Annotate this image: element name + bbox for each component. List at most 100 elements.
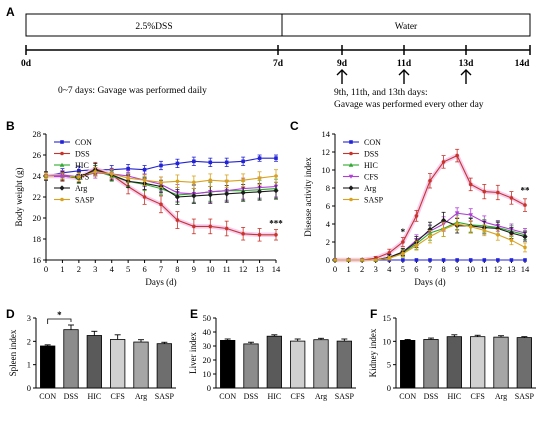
significance-marker: *** bbox=[269, 218, 283, 228]
x-tick-label: 7 bbox=[159, 264, 163, 274]
y-tick-label: 14 bbox=[322, 129, 331, 139]
data-point bbox=[522, 234, 528, 240]
legend-label: Arg bbox=[364, 184, 376, 193]
legend-label: CON bbox=[364, 138, 381, 147]
note-other-day-1: 9th, 11th, and 13th days: bbox=[334, 88, 428, 98]
data-point bbox=[175, 179, 180, 184]
x-tick-label: 8 bbox=[441, 264, 445, 274]
y-tick-label: 0 bbox=[387, 383, 391, 393]
y-tick-label: 30 bbox=[203, 341, 212, 351]
category-label: CFS bbox=[111, 392, 125, 401]
data-point bbox=[126, 166, 130, 171]
y-tick-label: 0 bbox=[326, 255, 330, 265]
data-point bbox=[455, 153, 459, 158]
bar-sasp bbox=[336, 340, 352, 389]
y-tick-label: 28 bbox=[33, 129, 42, 139]
y-tick-label: 3 bbox=[27, 313, 31, 323]
y-tick-label: 1 bbox=[27, 360, 31, 370]
data-point bbox=[440, 217, 447, 223]
panel-f-kidney-chart: 0 5 10 15 Kidney index CON DSS HIC CFS Arg SASP bbox=[368, 313, 536, 401]
y-tick-label: 10 bbox=[383, 336, 392, 346]
bar-arg bbox=[493, 336, 509, 389]
y-tick-label: 8 bbox=[326, 183, 330, 193]
category-label: SASP bbox=[515, 392, 535, 401]
x-tick-label: 13 bbox=[255, 264, 264, 274]
data-point bbox=[93, 170, 98, 174]
legend-marker bbox=[59, 185, 65, 191]
y-tick-label: 20 bbox=[33, 213, 42, 223]
phase-dss-label: 2.5%DSS bbox=[135, 22, 172, 32]
y-axis-title: Liver index bbox=[188, 332, 198, 374]
bar-hic bbox=[266, 335, 282, 389]
x-tick-label: 11 bbox=[223, 264, 231, 274]
phase-water-label: Water bbox=[395, 22, 418, 32]
y-tick-label: 10 bbox=[203, 369, 212, 379]
y-tick-label: 0 bbox=[27, 383, 31, 393]
data-point bbox=[174, 194, 181, 200]
x-tick-label: 9 bbox=[455, 264, 459, 274]
significance-marker: * bbox=[57, 310, 62, 320]
data-point bbox=[207, 192, 213, 198]
data-point bbox=[191, 193, 197, 199]
legend-marker bbox=[349, 197, 353, 202]
data-point bbox=[496, 233, 500, 237]
x-tick-label: 0 bbox=[44, 264, 48, 274]
data-point bbox=[401, 240, 405, 244]
day-label-9d: 9d bbox=[337, 59, 348, 69]
panel-letter-e: E bbox=[190, 307, 198, 321]
data-point bbox=[509, 258, 514, 262]
x-tick-label: 11 bbox=[480, 264, 488, 274]
x-tick-label: 5 bbox=[126, 264, 130, 274]
significance-marker: ** bbox=[521, 185, 531, 195]
data-point bbox=[468, 213, 474, 218]
y-tick-label: 22 bbox=[33, 192, 42, 202]
bar-cfs bbox=[470, 336, 486, 389]
day-label-7d: 7d bbox=[273, 59, 284, 69]
data-point bbox=[142, 195, 147, 199]
x-tick-label: 14 bbox=[521, 264, 530, 274]
legend-label: DSS bbox=[364, 150, 379, 159]
data-point bbox=[401, 258, 405, 262]
bar-dss bbox=[63, 329, 79, 389]
data-point bbox=[142, 178, 147, 182]
significance-marker: * bbox=[401, 227, 406, 237]
panel-letter-c: C bbox=[290, 119, 299, 133]
series-line-dss bbox=[335, 154, 526, 261]
x-tick-label: 10 bbox=[206, 264, 215, 274]
bar-hic bbox=[446, 336, 462, 389]
bar-dss bbox=[423, 339, 439, 389]
series-glow-dss bbox=[335, 153, 527, 263]
data-point bbox=[241, 231, 245, 236]
legend-marker bbox=[349, 151, 353, 156]
bar-con bbox=[220, 339, 236, 389]
data-point bbox=[192, 180, 196, 185]
data-point bbox=[387, 251, 392, 255]
legend-marker bbox=[60, 151, 64, 156]
data-point bbox=[126, 176, 130, 180]
data-point bbox=[175, 218, 180, 222]
data-point bbox=[142, 167, 147, 172]
x-tick-label: 3 bbox=[93, 264, 97, 274]
y-axis-title: Body weight (g) bbox=[14, 168, 24, 227]
y-tick-label: 40 bbox=[203, 327, 212, 337]
y-tick-label: 15 bbox=[383, 313, 392, 323]
data-point bbox=[482, 228, 487, 233]
bar-cfs bbox=[110, 339, 126, 389]
data-point bbox=[414, 243, 419, 248]
arrow-up-icon bbox=[336, 69, 348, 84]
data-point bbox=[44, 174, 48, 178]
panel-letter-f: F bbox=[370, 307, 377, 321]
y-axis-title: Kidney index bbox=[368, 328, 378, 377]
data-point bbox=[414, 214, 419, 218]
data-point bbox=[274, 156, 278, 160]
data-point bbox=[77, 175, 81, 179]
category-label: HIC bbox=[267, 392, 281, 401]
y-tick-label: 16 bbox=[33, 255, 42, 265]
data-point bbox=[273, 188, 279, 194]
data-point bbox=[496, 190, 500, 195]
data-point bbox=[241, 159, 245, 164]
category-label: Arg bbox=[135, 392, 147, 401]
